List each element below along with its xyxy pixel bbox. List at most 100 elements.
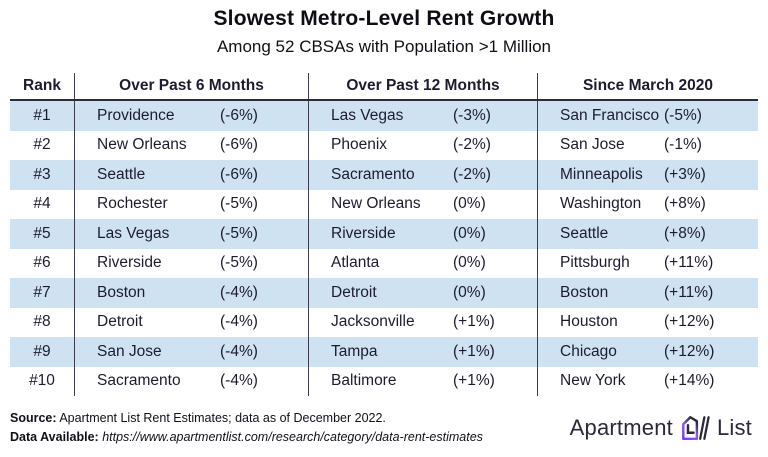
metro-name: San Francisco — [560, 106, 660, 124]
rent-change-value: (-6%) — [220, 136, 258, 154]
metro-name: Tampa — [331, 342, 378, 360]
metro-name: Boston — [97, 283, 146, 301]
metro-name: Providence — [97, 106, 175, 124]
column-header-rank: Rank — [23, 77, 61, 94]
past-6-months-cell: Las Vegas (-5%) — [74, 219, 308, 249]
rent-change-value: (-4%) — [220, 342, 258, 360]
table-row: #9 San Jose (-4%) Tampa (+1%) Chicago (+… — [10, 337, 758, 367]
metro-name: San Jose — [560, 136, 625, 154]
past-12-months-cell: Sacramento (-2%) — [308, 160, 537, 190]
rent-change-value: (-2%) — [453, 165, 491, 183]
rank-cell: #2 — [10, 131, 74, 161]
metro-name: San Jose — [97, 342, 162, 360]
metro-name: Atlanta — [331, 254, 380, 272]
past-12-months-cell: Tampa (+1%) — [308, 337, 537, 367]
rank-value: #9 — [33, 342, 51, 360]
since-march-2020-cell: New York (+14%) — [537, 366, 758, 396]
page-subtitle: Among 52 CBSAs with Population >1 Millio… — [216, 37, 552, 56]
metro-name: Las Vegas — [97, 224, 170, 242]
source-text: Apartment List Rent Estimates; data as o… — [59, 411, 386, 425]
table-row: #10 Sacramento (-4%) Baltimore (+1%) New… — [10, 366, 758, 397]
rent-change-value: (-4%) — [220, 372, 258, 390]
source-line: Source: Apartment List Rent Estimates; d… — [10, 409, 483, 428]
rank-value: #3 — [33, 165, 51, 183]
rank-cell: #9 — [10, 337, 74, 367]
metro-name: Riverside — [331, 224, 396, 242]
column-header-past-6-months: Over Past 6 Months — [74, 73, 308, 99]
past-12-months-cell: Riverside (0%) — [308, 219, 537, 249]
rent-change-value: (-6%) — [220, 165, 258, 183]
past-12-months-cell: Las Vegas (-3%) — [308, 101, 537, 131]
rent-change-value: (+1%) — [453, 372, 495, 390]
table-row: #2 New Orleans (-6%) Phoenix (-2%) San J… — [10, 130, 758, 161]
rank-cell: #10 — [10, 367, 74, 397]
rent-change-value: (0%) — [453, 283, 486, 301]
apartment-list-logo: Apartment List — [570, 414, 758, 443]
since-march-2020-cell: Minneapolis (+3%) — [537, 160, 758, 190]
rank-cell: #5 — [10, 219, 74, 249]
metro-name: Sacramento — [331, 165, 415, 183]
table-row: #3 Seattle (-6%) Sacramento (-2%) Minnea… — [10, 160, 758, 190]
metro-name: New Orleans — [331, 195, 421, 213]
since-march-2020-cell: Boston (+11%) — [537, 278, 758, 308]
rank-cell: #4 — [10, 190, 74, 220]
past-6-months-cell: Providence (-6%) — [74, 101, 308, 131]
past-6-months-cell: San Jose (-4%) — [74, 337, 308, 367]
rank-value: #2 — [33, 136, 51, 154]
past-6-months-cell: New Orleans (-6%) — [74, 130, 308, 160]
source-label: Source: — [10, 411, 57, 425]
metro-name: Pittsburgh — [560, 254, 630, 272]
rent-change-value: (-5%) — [220, 254, 258, 272]
page-title: Slowest Metro-Level Rent Growth — [213, 7, 555, 30]
table-body: #1 Providence (-6%) Las Vegas (-3%) San … — [10, 101, 758, 396]
since-march-2020-cell: San Jose (-1%) — [537, 130, 758, 160]
rank-value: #7 — [33, 283, 51, 301]
metro-name: Washington — [560, 195, 642, 213]
metro-name: Houston — [560, 313, 618, 331]
rent-change-value: (-2%) — [453, 136, 491, 154]
past-12-months-cell: New Orleans (0%) — [308, 189, 537, 219]
data-available-line: Data Available: https://www.apartmentlis… — [10, 428, 483, 447]
rent-change-value: (-1%) — [664, 136, 702, 154]
since-march-2020-cell: Pittsburgh (+11%) — [537, 248, 758, 278]
rank-cell: #6 — [10, 249, 74, 279]
past-12-months-cell: Baltimore (+1%) — [308, 366, 537, 396]
metro-name: Detroit — [331, 283, 377, 301]
page-footer: Source: Apartment List Rent Estimates; d… — [10, 409, 758, 448]
rent-change-value: (+8%) — [664, 224, 706, 242]
past-6-months-cell: Rochester (-5%) — [74, 189, 308, 219]
rent-change-value: (+3%) — [664, 165, 706, 183]
rent-change-value: (-6%) — [220, 106, 258, 124]
rent-change-value: (+1%) — [453, 313, 495, 331]
rank-value: #5 — [33, 224, 51, 242]
rent-change-value: (0%) — [453, 195, 486, 213]
metro-name: Phoenix — [331, 136, 388, 154]
metro-name: Riverside — [97, 254, 162, 272]
data-available-label: Data Available: — [10, 430, 99, 445]
metro-name: New Orleans — [97, 136, 187, 154]
since-march-2020-cell: San Francisco (-5%) — [537, 101, 758, 131]
rank-value: #1 — [33, 106, 51, 124]
metro-name: Sacramento — [97, 372, 181, 390]
column-header-past-12-months: Over Past 12 Months — [308, 73, 537, 99]
past-12-months-cell: Phoenix (-2%) — [308, 130, 537, 160]
table-row: #4 Rochester (-5%) New Orleans (0%) Wash… — [10, 189, 758, 220]
metro-name: Boston — [560, 283, 609, 301]
rank-cell: #7 — [10, 278, 74, 308]
rank-value: #8 — [33, 313, 51, 331]
since-march-2020-cell: Washington (+8%) — [537, 189, 758, 219]
rent-change-value: (0%) — [453, 224, 486, 242]
metro-name: Jacksonville — [331, 313, 415, 331]
metro-name: Las Vegas — [331, 106, 404, 124]
past-6-months-cell: Seattle (-6%) — [74, 160, 308, 190]
rank-value: #6 — [33, 254, 51, 272]
rent-change-value: (+14%) — [664, 372, 715, 390]
rent-change-value: (+12%) — [664, 313, 715, 331]
past-12-months-cell: Detroit (0%) — [308, 278, 537, 308]
rent-change-value: (-4%) — [220, 283, 258, 301]
rent-change-value: (-3%) — [453, 106, 491, 124]
rent-change-value: (-5%) — [220, 224, 258, 242]
rent-change-value: (+11%) — [664, 254, 714, 272]
rank-cell: #3 — [10, 160, 74, 190]
rank-value: #4 — [33, 195, 51, 213]
